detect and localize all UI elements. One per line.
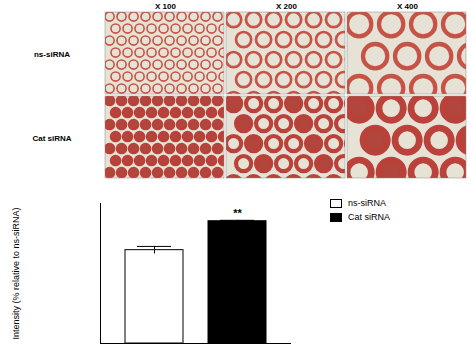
svg-text:ns-siRNA: ns-siRNA <box>34 50 70 59</box>
svg-text:Cat siRNA: Cat siRNA <box>32 134 71 143</box>
svg-text:X 400: X 400 <box>397 2 418 11</box>
svg-text:X 200: X 200 <box>276 2 297 11</box>
svg-text:X 100: X 100 <box>155 2 176 11</box>
html-text:Cat siRNA: Cat siRNA <box>348 212 390 222</box>
html-text:ns-siRNA: ns-siRNA <box>348 198 386 208</box>
svg-text:Intensity (% relative to ns-si: Intensity (% relative to ns-siRNA) <box>11 207 21 339</box>
svg-text:**: ** <box>233 207 242 219</box>
